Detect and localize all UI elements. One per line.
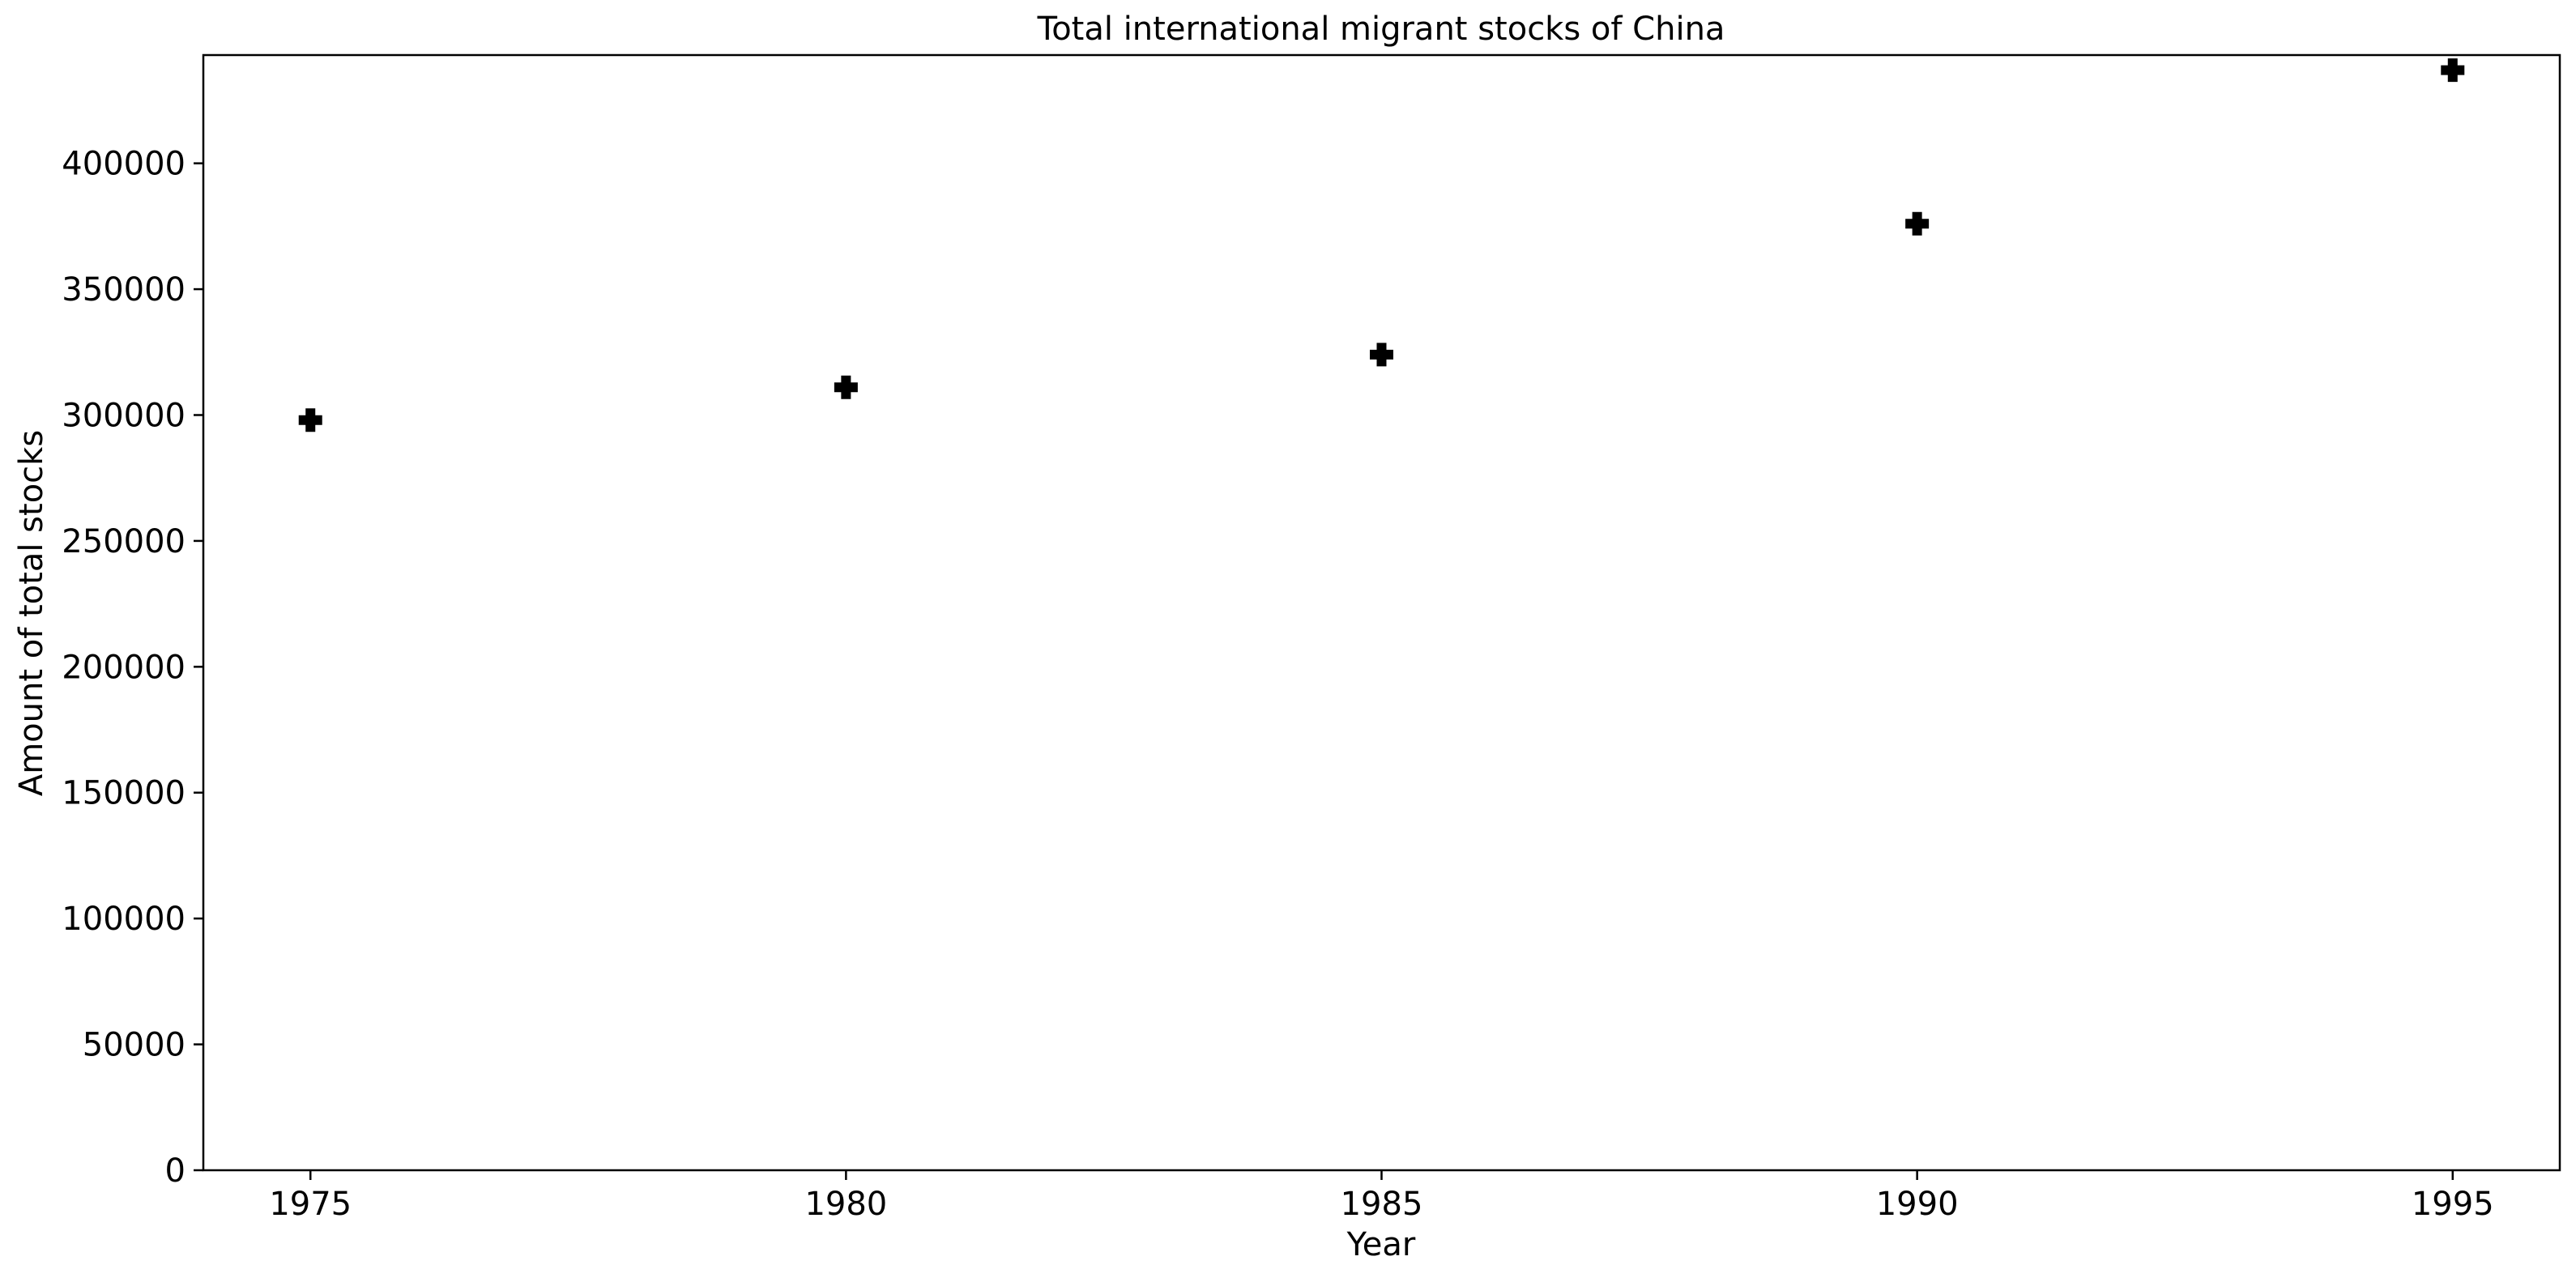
data-point [1370,343,1393,367]
x-tick-label: 1985 [1341,1186,1423,1223]
y-tick-label: 200000 [62,649,186,686]
data-point [2441,58,2465,83]
y-axis-label: Amount of total stocks [13,430,50,796]
y-tick-label: 150000 [62,775,186,812]
x-tick-label: 1980 [804,1186,887,1223]
y-tick-label: 250000 [62,523,186,560]
data-point [1905,211,1930,236]
y-tick-label: 400000 [62,146,186,183]
y-tick-label: 0 [165,1152,186,1190]
x-tick-label: 1975 [269,1186,352,1223]
x-axis-ticks: 1975 1980 1985 1990 1995 [269,1170,2494,1223]
y-tick-label: 300000 [62,397,186,434]
x-tick-label: 1995 [2412,1186,2494,1223]
data-point [298,408,322,432]
data-points [298,58,2465,432]
chart-title: Total international migrant stocks of Ch… [1037,11,1725,48]
data-point [834,375,858,399]
y-axis-ticks: 0 50000 100000 150000 200000 250000 300000 3500… [62,146,203,1190]
y-tick-label: 100000 [62,901,186,938]
y-tick-label: 350000 [62,271,186,309]
y-tick-label: 50000 [83,1027,186,1064]
x-axis-label: Year [1346,1226,1416,1263]
x-tick-label: 1990 [1876,1186,1959,1223]
